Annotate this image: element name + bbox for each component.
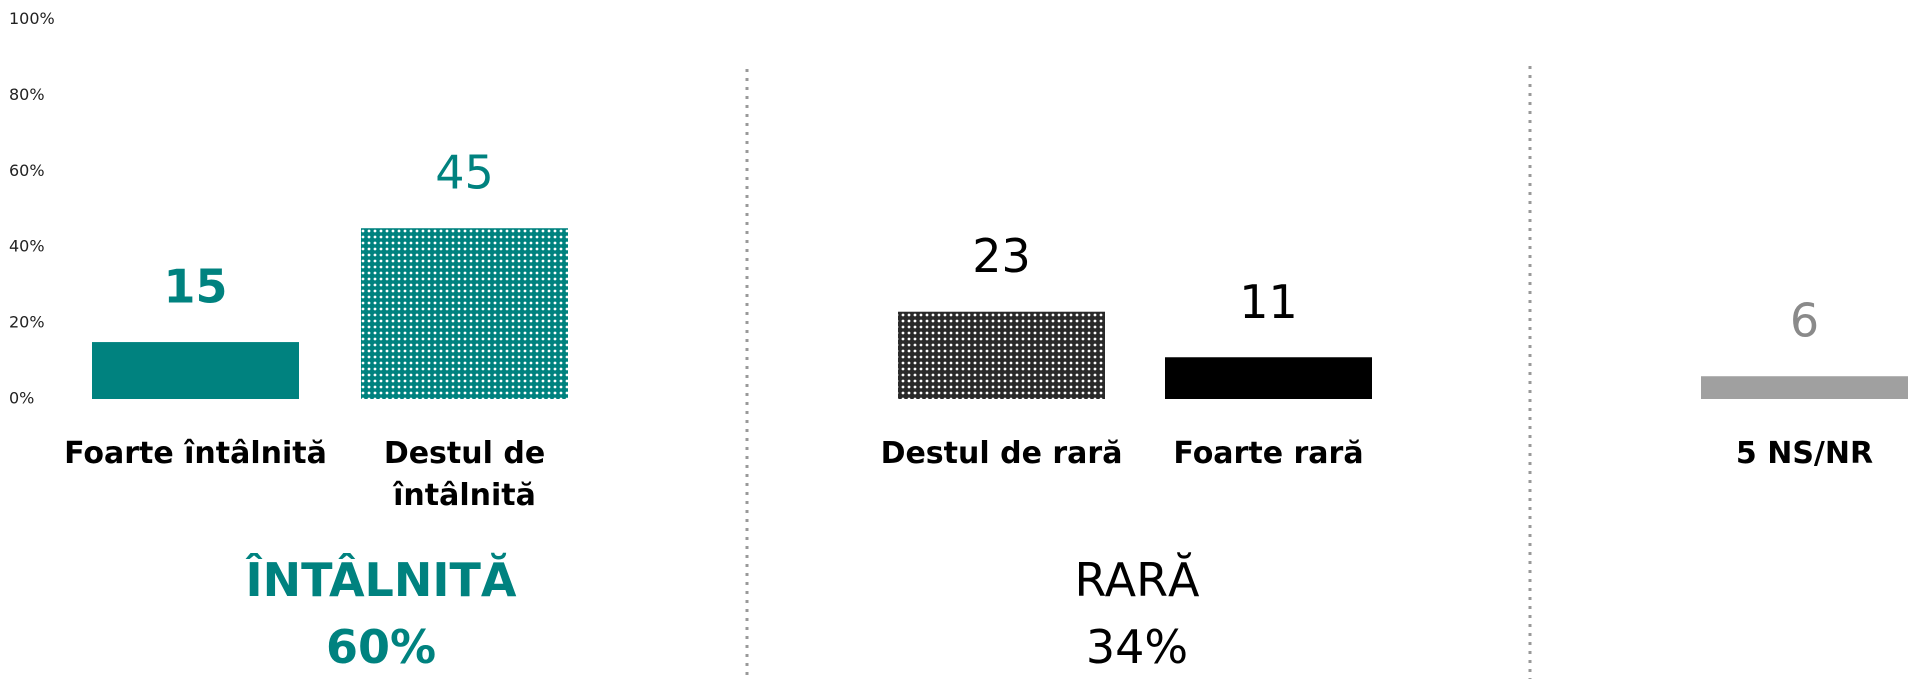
group-label: ÎNTÂLNITĂ — [245, 553, 517, 607]
y-tick-label: 40% — [9, 237, 45, 256]
bar-pattern — [898, 311, 1105, 399]
y-tick-label: 60% — [9, 161, 45, 180]
bar-pattern — [361, 228, 568, 399]
y-tick-label: 0% — [9, 389, 34, 408]
y-tick-label: 100% — [9, 9, 55, 28]
x-tick-label: Destul de întâlnită — [383, 436, 546, 513]
y-tick-label: 20% — [9, 313, 45, 332]
value-label: 45 — [435, 146, 494, 200]
x-tick-label: Foarte rară — [1173, 436, 1364, 471]
value-label: 23 — [972, 229, 1031, 283]
group-total: 34% — [1085, 620, 1189, 674]
x-tick-label: Foarte întâlnită — [64, 436, 327, 471]
value-label: 6 — [1790, 294, 1819, 348]
bar — [92, 342, 299, 399]
value-label: 11 — [1239, 275, 1298, 329]
bar — [1701, 376, 1908, 399]
group-label: RARĂ — [1074, 553, 1200, 607]
x-tick-label: 5 NS/NR — [1735, 436, 1874, 471]
bar — [1165, 357, 1372, 399]
group-total: 60% — [325, 620, 437, 674]
y-tick-label: 80% — [9, 85, 45, 104]
x-tick-label: Destul de rară — [880, 436, 1123, 471]
value-label: 15 — [163, 260, 227, 314]
